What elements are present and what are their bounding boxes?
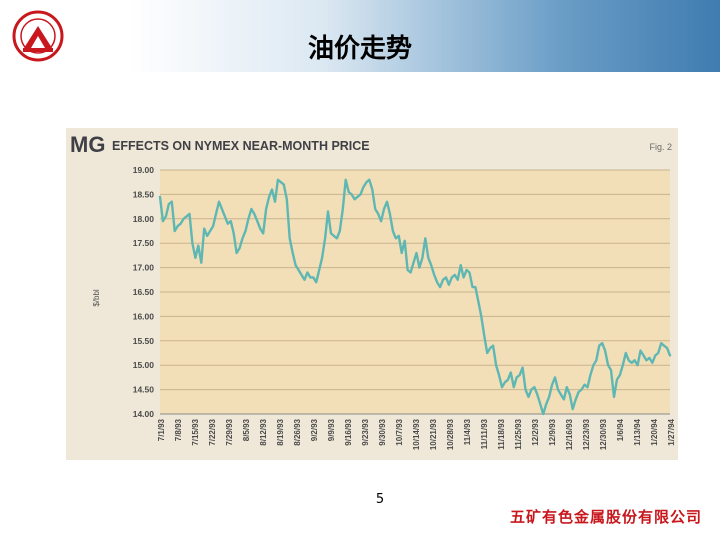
y-tick-label: 15.50	[133, 336, 155, 346]
x-tick-label: 1/13/94	[633, 418, 642, 445]
x-tick-label: 10/28/93	[446, 418, 455, 450]
chart-title-prefix: MG	[70, 132, 105, 157]
x-tick-label: 7/1/93	[157, 418, 166, 441]
y-tick-label: 18.00	[133, 214, 155, 224]
chart-title: EFFECTS ON NYMEX NEAR-MONTH PRICE	[112, 139, 370, 153]
y-tick-label: 16.50	[133, 287, 155, 297]
x-tick-label: 8/19/93	[276, 418, 285, 445]
x-tick-label: 7/15/93	[191, 418, 200, 445]
x-tick-label: 9/30/93	[378, 418, 387, 445]
chart-figure: MG EFFECTS ON NYMEX NEAR-MONTH PRICE Fig…	[66, 128, 678, 460]
slide-title: 油价走势	[307, 34, 412, 64]
x-tick-label: 12/2/93	[531, 418, 540, 445]
x-tick-label: 11/11/93	[480, 418, 489, 449]
x-tick-label: 10/14/93	[412, 418, 421, 450]
price-series-line	[158, 178, 672, 416]
x-tick-label: 11/4/93	[463, 418, 472, 445]
x-tick-label: 12/23/93	[582, 418, 591, 450]
x-tick-label: 12/30/93	[599, 418, 608, 450]
company-logo-icon	[12, 10, 64, 62]
y-tick-label: 14.00	[133, 409, 155, 419]
company-name: 五矿有色金属股份有限公司	[509, 508, 702, 526]
x-tick-label: 8/5/93	[242, 418, 251, 441]
y-tick-label: 15.00	[133, 360, 155, 370]
x-tick-label: 10/7/93	[395, 418, 404, 445]
figure-label: Fig. 2	[649, 142, 672, 152]
y-tick-label: 14.50	[133, 385, 155, 395]
x-tick-label: 7/22/93	[208, 418, 217, 445]
page-number: 5	[375, 492, 385, 507]
x-tick-label: 8/26/93	[293, 418, 302, 445]
x-tick-label: 9/16/93	[344, 418, 353, 445]
y-axis-label: $/bbl	[92, 289, 101, 307]
x-tick-label: 9/9/93	[327, 418, 336, 441]
x-tick-label: 1/27/94	[667, 418, 676, 445]
x-tick-label: 9/23/93	[361, 418, 370, 445]
price-line-chart: MG EFFECTS ON NYMEX NEAR-MONTH PRICE Fig…	[66, 128, 678, 460]
x-tick-label: 12/9/93	[548, 418, 557, 445]
y-tick-label: 18.50	[133, 189, 155, 199]
x-tick-label: 12/16/93	[565, 418, 574, 450]
slide-header-band: 油价走势	[0, 0, 720, 72]
y-tick-label: 17.00	[133, 263, 155, 273]
y-tick-label: 19.00	[133, 165, 155, 175]
x-tick-label: 1/6/94	[616, 418, 625, 441]
x-tick-label: 8/12/93	[259, 418, 268, 445]
x-tick-label: 11/25/93	[514, 418, 523, 449]
y-tick-label: 16.00	[133, 311, 155, 321]
y-tick-label: 17.50	[133, 238, 155, 248]
x-tick-label: 11/18/93	[497, 418, 506, 449]
x-tick-label: 1/20/94	[650, 418, 659, 445]
x-tick-label: 10/21/93	[429, 418, 438, 450]
x-tick-label: 7/8/93	[174, 418, 183, 441]
x-tick-label: 9/2/93	[310, 418, 319, 441]
x-tick-label: 7/29/93	[225, 418, 234, 445]
